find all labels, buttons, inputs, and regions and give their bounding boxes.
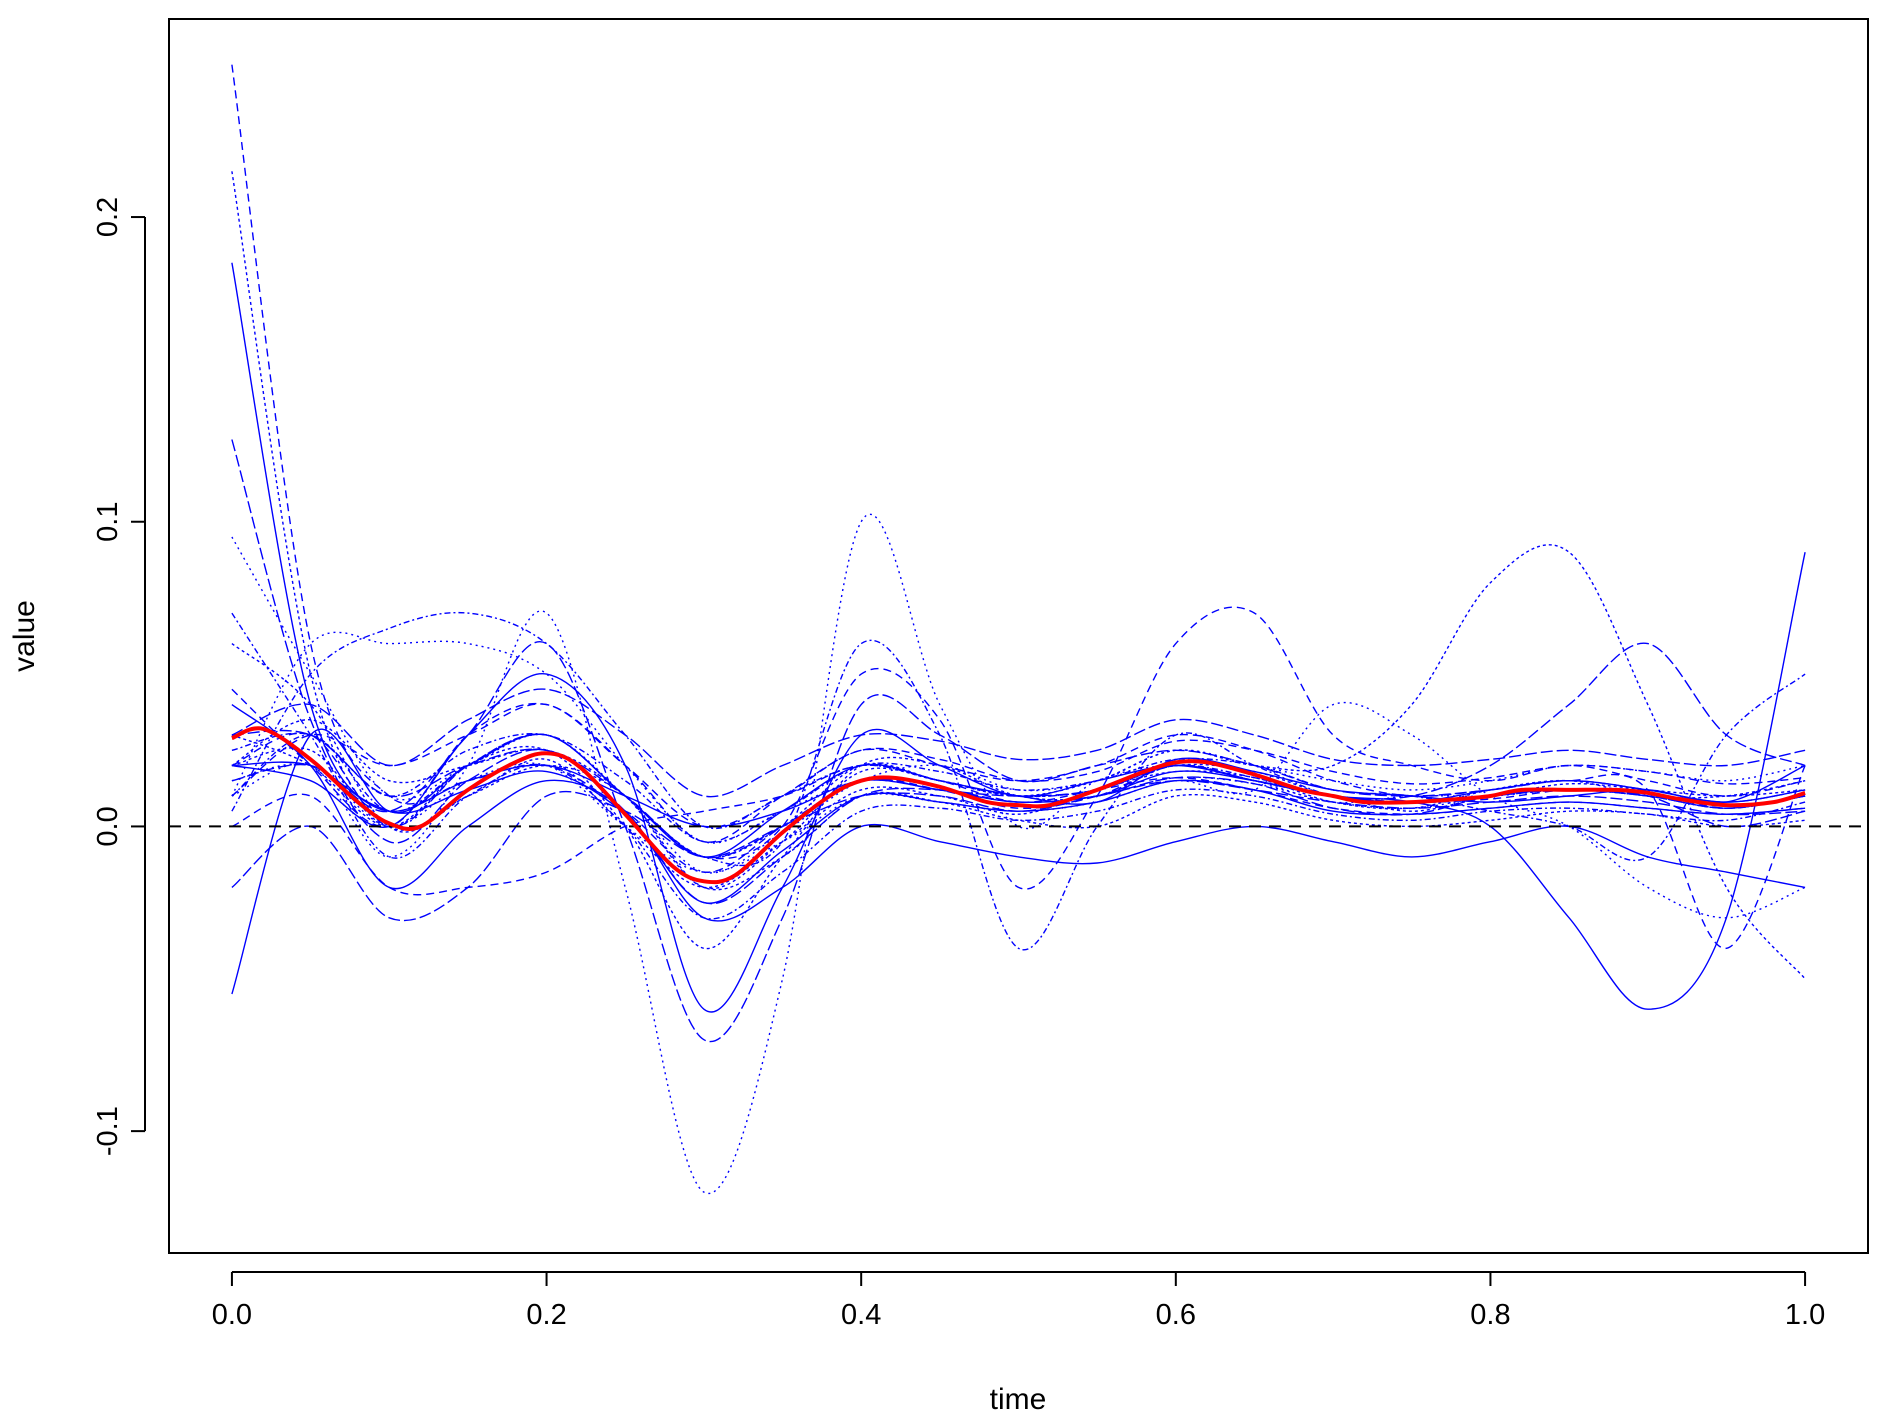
- x-tick-label: 0.8: [1470, 1299, 1510, 1331]
- y-tick-label: -0.1: [92, 1106, 124, 1156]
- x-axis: 0.0 0.2 0.4 0.6 0.8 1.0: [212, 1271, 1825, 1331]
- curve-line: [231, 764, 1806, 896]
- curve-line: [231, 643, 1806, 891]
- curve-line: [231, 688, 1806, 843]
- x-tick-label: 0.0: [212, 1299, 252, 1331]
- curve-line: [231, 642, 1806, 859]
- x-axis-title: time: [990, 1383, 1047, 1416]
- curve-line: [231, 704, 1806, 922]
- mean-curve: [231, 726, 1806, 885]
- x-tick-label: 0.2: [526, 1299, 566, 1331]
- mean-curve-group: [231, 726, 1806, 885]
- y-axis: -0.1 0.0 0.1 0.2: [92, 197, 146, 1156]
- y-tick-label: 0.0: [92, 806, 124, 846]
- curve-line: [231, 703, 1806, 950]
- curve-line: [231, 606, 1806, 890]
- curve-line: [231, 544, 1806, 980]
- y-tick-label: 0.1: [92, 502, 124, 542]
- y-tick-label: 0.2: [92, 197, 124, 237]
- curve-line: [231, 688, 1806, 798]
- x-tick-label: 0.6: [1156, 1299, 1196, 1331]
- curve-line: [231, 612, 1806, 920]
- x-tick-label: 0.4: [841, 1299, 881, 1331]
- x-tick-label: 1.0: [1785, 1299, 1825, 1331]
- curve-line: [231, 702, 1806, 919]
- plot-frame: [168, 18, 1869, 1254]
- y-axis-title: value: [8, 600, 41, 672]
